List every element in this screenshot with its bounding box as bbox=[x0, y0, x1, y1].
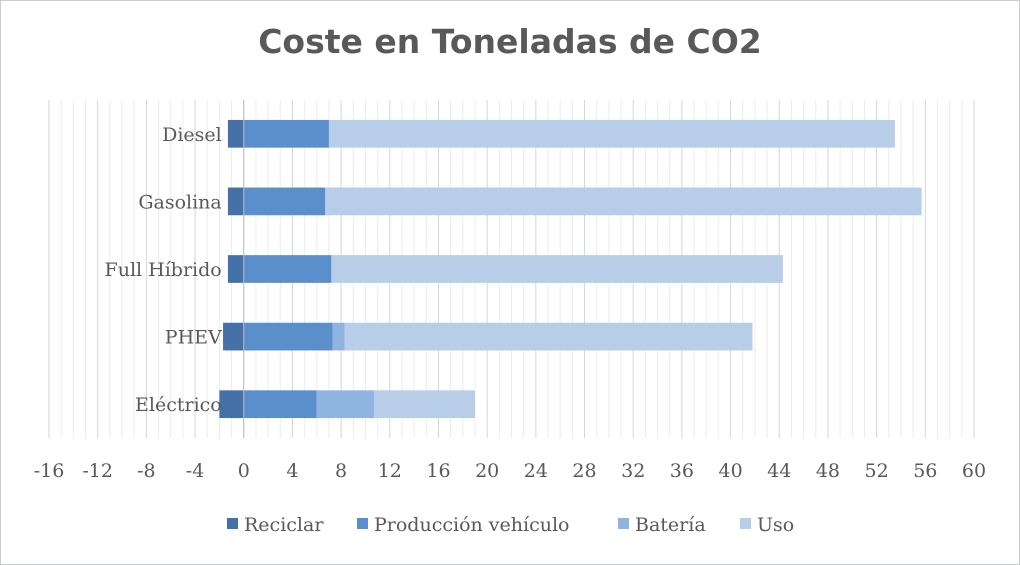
bar-uso bbox=[331, 255, 783, 283]
category-label: Full Híbrido bbox=[105, 259, 222, 281]
bar-producci-n-veh-culo bbox=[243, 119, 329, 148]
x-tick-label: 24 bbox=[524, 460, 548, 482]
legend-swatch bbox=[357, 518, 368, 529]
bars bbox=[219, 119, 922, 419]
bar-reciclar bbox=[227, 119, 244, 148]
chart-title: Coste en Toneladas de CO2 bbox=[258, 22, 762, 61]
legend-item: Reciclar bbox=[227, 514, 324, 536]
legend-item: Uso bbox=[740, 514, 794, 536]
legend: Reciclar Producción vehículo Batería Uso bbox=[227, 514, 794, 536]
x-tick-label: 60 bbox=[962, 460, 986, 482]
legend-label: Producción vehículo bbox=[374, 514, 569, 536]
x-tick-label: -4 bbox=[186, 460, 205, 482]
x-tick-label: 8 bbox=[335, 460, 347, 482]
x-tick-label: 0 bbox=[238, 460, 250, 482]
bar-uso bbox=[328, 119, 895, 148]
x-tick-label: -8 bbox=[137, 460, 156, 482]
x-tick-label: 44 bbox=[767, 460, 791, 482]
category-labels: Diesel Gasolina Full Híbrido PHEV Eléctrico bbox=[105, 124, 222, 416]
bar-reciclar bbox=[227, 187, 244, 216]
x-tick-label: -16 bbox=[34, 460, 65, 482]
tick-labels: -16 -12 -8 -4 0 4 8 12 16 20 24 28 32 36 40 44 48 52 56 60 bbox=[34, 460, 986, 482]
legend-item: Batería bbox=[618, 514, 706, 536]
legend-swatch bbox=[740, 518, 751, 529]
bar-producci-n-veh-culo bbox=[243, 255, 332, 283]
x-tick-label: 40 bbox=[718, 460, 742, 482]
x-tick-label: 28 bbox=[572, 460, 596, 482]
category-label: Eléctrico bbox=[135, 394, 222, 416]
x-tick-label: -12 bbox=[82, 460, 113, 482]
bar-uso bbox=[344, 322, 753, 351]
bar-reciclar bbox=[219, 390, 244, 419]
axis bbox=[48, 100, 245, 438]
legend-label: Batería bbox=[635, 514, 706, 536]
legend-swatch bbox=[618, 518, 629, 529]
category-label: PHEV bbox=[165, 327, 222, 349]
bar-producci-n-veh-culo bbox=[243, 187, 326, 216]
bar-reciclar bbox=[223, 322, 244, 351]
legend-item: Producción vehículo bbox=[357, 514, 569, 536]
bar-reciclar bbox=[227, 255, 244, 283]
category-label: Diesel bbox=[162, 124, 222, 146]
legend-label: Uso bbox=[757, 514, 794, 536]
x-tick-label: 16 bbox=[426, 460, 450, 482]
x-tick-label: 48 bbox=[816, 460, 840, 482]
x-tick-label: 4 bbox=[286, 460, 298, 482]
bar-uso bbox=[325, 187, 922, 216]
bar-producci-n-veh-culo bbox=[243, 322, 333, 351]
x-tick-label: 36 bbox=[670, 460, 694, 482]
bar-bater-a bbox=[316, 390, 374, 419]
bar-uso bbox=[373, 390, 475, 419]
legend-label: Reciclar bbox=[244, 514, 324, 536]
x-tick-label: 12 bbox=[378, 460, 402, 482]
legend-swatch bbox=[227, 518, 238, 529]
x-tick-label: 52 bbox=[865, 460, 889, 482]
bar-producci-n-veh-culo bbox=[243, 390, 317, 419]
bar-bater-a bbox=[332, 322, 345, 351]
x-tick-label: 56 bbox=[913, 460, 937, 482]
category-label: Gasolina bbox=[138, 191, 221, 213]
x-tick-label: 20 bbox=[475, 460, 499, 482]
x-tick-label: 32 bbox=[621, 460, 645, 482]
